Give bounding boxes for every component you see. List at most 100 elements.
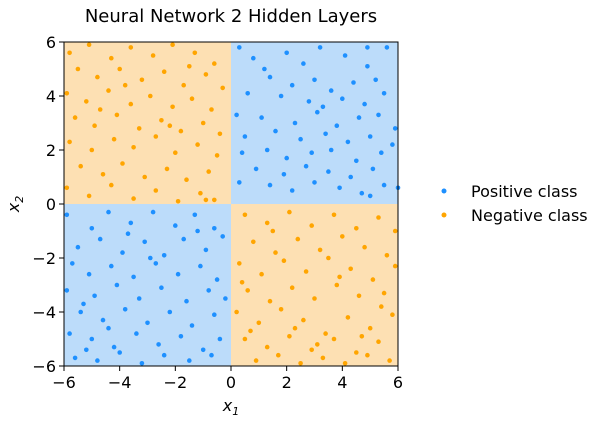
x-tick-label: 4 [337, 373, 347, 392]
positive-point [381, 91, 387, 96]
positive-point [187, 358, 192, 363]
positive-point [259, 115, 264, 120]
y-axis-label: x2 [4, 196, 26, 213]
negative-point [348, 266, 354, 272]
positive-point [206, 288, 211, 293]
negative-point [359, 334, 365, 339]
positive-point [175, 271, 181, 277]
negative-point [390, 312, 395, 318]
negative-point [128, 101, 134, 107]
negative-point [131, 196, 136, 201]
negative-point [281, 258, 287, 264]
x-tick-label: 0 [226, 373, 236, 392]
negative-point [117, 66, 122, 72]
negative-point [109, 55, 114, 61]
positive-point [67, 331, 72, 336]
negative-point [64, 91, 70, 96]
negative-point [86, 193, 92, 199]
positive-point [148, 255, 153, 261]
positive-point [109, 263, 114, 269]
positive-point [328, 88, 334, 93]
negative-point [189, 96, 195, 101]
positive-point [106, 325, 111, 331]
negative-point [67, 139, 72, 145]
negative-point [100, 172, 106, 177]
positive-point [131, 274, 136, 280]
positive-point [370, 166, 376, 172]
y-tick-label: −4 [32, 303, 56, 322]
negative-point [256, 320, 262, 326]
positive-point [106, 209, 111, 215]
negative-point [97, 107, 103, 112]
positive-point [267, 182, 273, 188]
positive-point [125, 231, 131, 236]
negative-point [362, 244, 367, 250]
negative-point [184, 177, 189, 182]
x-tick-label: −2 [164, 373, 188, 392]
negative-point [114, 112, 120, 118]
negative-point [384, 253, 390, 258]
negative-point [206, 169, 211, 174]
negative-point [170, 104, 175, 110]
chart-title: Neural Network 2 Hidden Layers [85, 6, 377, 27]
positive-point [111, 344, 117, 350]
positive-point [184, 298, 189, 304]
positive-point [72, 355, 78, 361]
x-tick-label: 2 [282, 373, 292, 392]
y-tick-label: 4 [46, 87, 56, 106]
negative-point [387, 358, 392, 363]
negative-point [84, 99, 89, 104]
negative-point [331, 336, 337, 342]
negative-point [237, 261, 242, 266]
x-tick-label: −4 [108, 373, 132, 392]
data-points [64, 42, 401, 366]
negative-point [214, 153, 220, 158]
negative-point [128, 45, 134, 50]
positive-point [220, 234, 225, 239]
positive-point [376, 112, 381, 118]
negative-point [342, 361, 348, 366]
negative-point [75, 66, 81, 72]
positive-point [334, 123, 340, 128]
positive-point [315, 109, 320, 115]
negative-region-top-left [64, 42, 231, 204]
negative-point [217, 131, 223, 137]
negative-point [248, 328, 253, 334]
negative-point [334, 282, 340, 288]
negative-point [209, 107, 214, 112]
negative-point [309, 347, 315, 353]
negative-point [309, 223, 315, 228]
positive-point [156, 342, 161, 347]
negative-point [331, 212, 337, 218]
positive-point [189, 323, 195, 328]
positive-point [192, 212, 198, 218]
negative-point [203, 72, 209, 77]
positive-point [70, 261, 75, 266]
positive-point [122, 307, 128, 312]
negative-point [106, 88, 111, 93]
positive-point [209, 352, 214, 358]
negative-point [64, 185, 70, 191]
negative-point [315, 342, 320, 347]
positive-point [262, 66, 267, 72]
positive-point [365, 45, 370, 50]
negative-point [278, 307, 284, 312]
negative-point [89, 147, 95, 153]
positive-point [161, 253, 167, 258]
negative-point [187, 64, 192, 69]
positive-point [239, 150, 245, 155]
negative-point [164, 166, 170, 172]
positive-point [390, 142, 395, 147]
positive-point [181, 236, 186, 242]
negative-point [370, 277, 376, 282]
x-axis-ticks: −6 −4 −2 0 2 4 6 [52, 366, 403, 392]
positive-point [145, 320, 150, 326]
negative-point [212, 61, 217, 66]
negative-point [234, 309, 239, 315]
negative-point [312, 296, 317, 301]
positive-point [217, 336, 223, 342]
negative-point [220, 85, 225, 91]
positive-point [178, 334, 184, 339]
negative-point [323, 331, 328, 336]
negative-point [192, 50, 198, 56]
